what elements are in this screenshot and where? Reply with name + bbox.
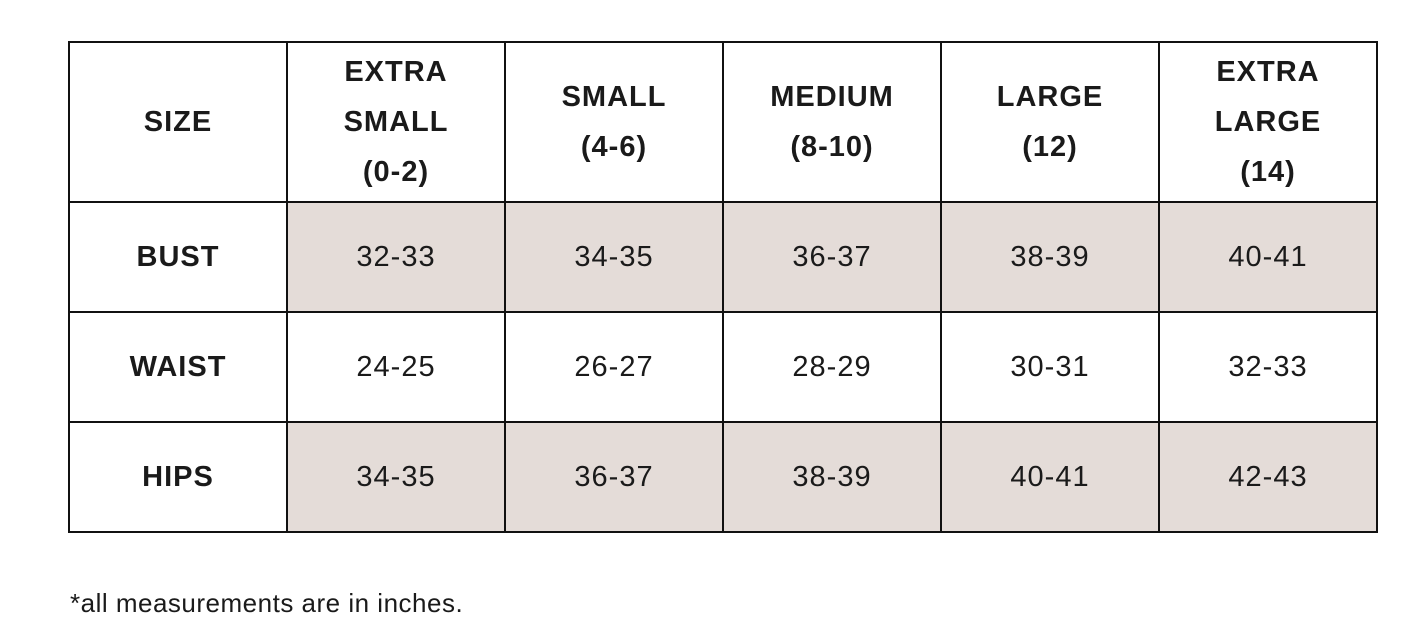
column-header-name: EXTRA SMALL [343,56,449,138]
table-cell: 38-39 [940,201,1160,313]
header-row: SIZE EXTRA SMALL (0-2) SMALL (4-6) MEDIU… [68,41,1378,203]
table-cell: 34-35 [286,421,506,533]
row-label: HIPS [68,421,288,533]
column-header-name: EXTRA LARGE [1214,56,1322,138]
table-row-bust: BUST 32-33 34-35 36-37 38-39 40-41 [68,201,1378,313]
measurement-footnote: *all measurements are in inches. [70,588,464,618]
corner-header: SIZE [68,41,288,203]
table-cell: 38-39 [722,421,942,533]
column-header-extra-small: EXTRA SMALL (0-2) [286,41,506,203]
table-cell: 34-35 [504,201,724,313]
column-header-range: (0-2) [362,156,430,188]
table-cell: 42-43 [1158,421,1378,533]
column-header-medium: MEDIUM (8-10) [722,41,942,203]
row-label: WAIST [68,311,288,423]
column-header-name: LARGE [996,81,1104,113]
table-cell: 36-37 [722,201,942,313]
column-header-range: (8-10) [790,131,874,163]
column-header-extra-large: EXTRA LARGE (14) [1158,41,1378,203]
table-cell: 26-27 [504,311,724,423]
table-cell: 32-33 [1158,311,1378,423]
table-cell: 30-31 [940,311,1160,423]
row-label: BUST [68,201,288,313]
table-row-waist: WAIST 24-25 26-27 28-29 30-31 32-33 [68,311,1378,423]
table-cell: 40-41 [940,421,1160,533]
table-cell: 36-37 [504,421,724,533]
column-header-range: (14) [1240,156,1296,188]
column-header-range: (12) [1022,131,1078,163]
table-cell: 32-33 [286,201,506,313]
column-header-small: SMALL (4-6) [504,41,724,203]
table-cell: 40-41 [1158,201,1378,313]
size-chart-table: SIZE EXTRA SMALL (0-2) SMALL (4-6) MEDIU… [68,41,1378,533]
table-cell: 28-29 [722,311,942,423]
column-header-large: LARGE (12) [940,41,1160,203]
table-cell: 24-25 [286,311,506,423]
corner-header-label: SIZE [143,106,213,138]
column-header-range: (4-6) [580,131,648,163]
table-row-hips: HIPS 34-35 36-37 38-39 40-41 42-43 [68,421,1378,533]
column-header-name: SMALL [561,81,667,113]
column-header-name: MEDIUM [770,81,894,113]
